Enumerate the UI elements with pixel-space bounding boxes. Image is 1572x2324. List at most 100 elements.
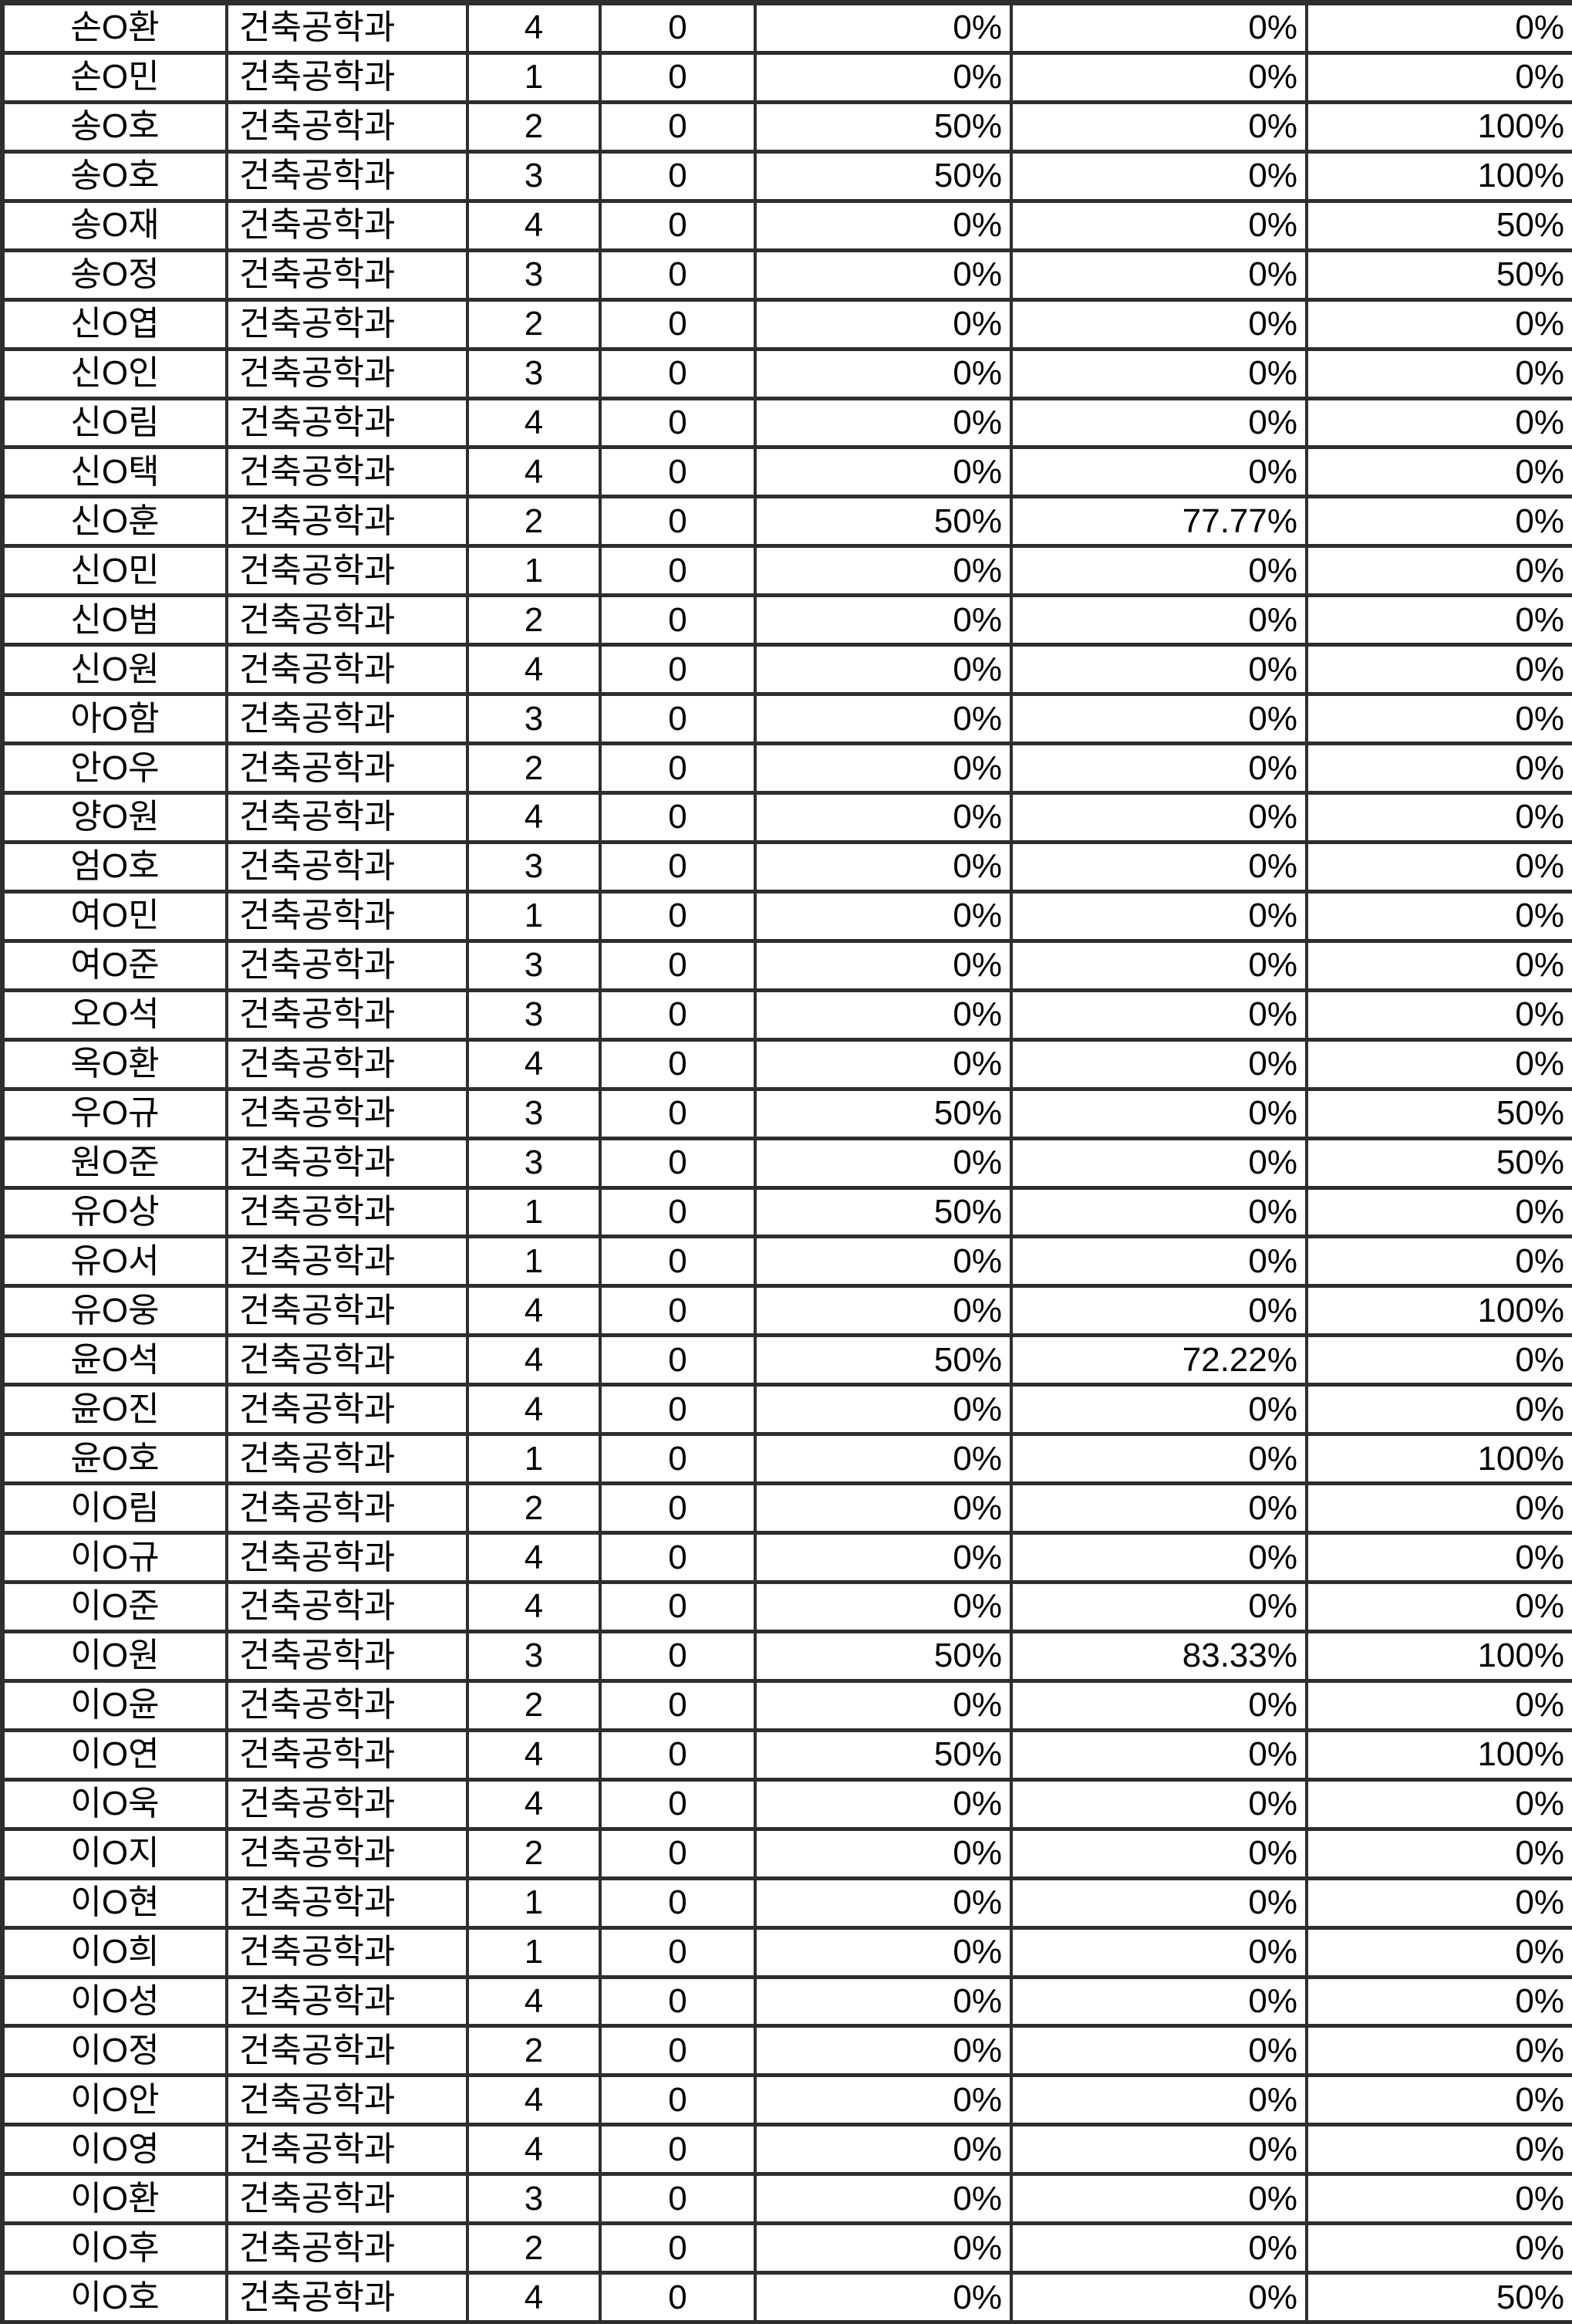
student-name-cell: 이O원 bbox=[5, 1633, 228, 1679]
count-cell: 0 bbox=[602, 1337, 757, 1383]
rate-2-cell: 0% bbox=[1013, 1731, 1308, 1778]
count-cell: 0 bbox=[602, 103, 757, 150]
rate-3-cell: 100% bbox=[1308, 1633, 1572, 1679]
count-cell: 0 bbox=[602, 1633, 757, 1679]
department-cell: 건축공학과 bbox=[228, 1436, 469, 1482]
count-cell: 0 bbox=[602, 2126, 757, 2173]
department-cell: 건축공학과 bbox=[228, 1238, 469, 1285]
rate-1-cell: 50% bbox=[757, 1189, 1013, 1235]
count-cell: 0 bbox=[602, 2275, 757, 2321]
student-name-cell: 이O영 bbox=[5, 2126, 228, 2173]
department-cell: 건축공학과 bbox=[228, 2275, 469, 2321]
department-cell: 건축공학과 bbox=[228, 1633, 469, 1679]
grade-year-cell: 4 bbox=[469, 2077, 602, 2123]
grade-year-cell: 3 bbox=[469, 942, 602, 988]
rate-2-cell: 0% bbox=[1013, 1781, 1308, 1827]
student-name-cell: 이O현 bbox=[5, 1880, 228, 1926]
rate-3-cell: 0% bbox=[1308, 1337, 1572, 1383]
grade-year-cell: 2 bbox=[469, 1485, 602, 1532]
table-row: 양O원 건축공학과 4 0 0% 0% 0% bbox=[5, 795, 1572, 844]
grade-year-cell: 4 bbox=[469, 1978, 602, 2025]
student-name-cell: 유O상 bbox=[5, 1189, 228, 1235]
department-cell: 건축공학과 bbox=[228, 5, 469, 51]
department-cell: 건축공학과 bbox=[228, 1387, 469, 1433]
table-row: 여O준 건축공학과 3 0 0% 0% 0% bbox=[5, 942, 1572, 992]
rate-2-cell: 0% bbox=[1013, 1584, 1308, 1630]
count-cell: 0 bbox=[602, 696, 757, 742]
department-cell: 건축공학과 bbox=[228, 1929, 469, 1975]
rate-2-cell: 0% bbox=[1013, 449, 1308, 495]
grade-year-cell: 2 bbox=[469, 103, 602, 150]
department-cell: 건축공학과 bbox=[228, 795, 469, 840]
rate-2-cell: 0% bbox=[1013, 54, 1308, 100]
rate-1-cell: 0% bbox=[757, 745, 1013, 791]
rate-3-cell: 0% bbox=[1308, 893, 1572, 939]
department-cell: 건축공학과 bbox=[228, 1090, 469, 1137]
rate-3-cell: 0% bbox=[1308, 2126, 1572, 2173]
count-cell: 0 bbox=[602, 2225, 757, 2272]
grade-year-cell: 3 bbox=[469, 843, 602, 890]
rate-2-cell: 0% bbox=[1013, 597, 1308, 643]
student-name-cell: 손O민 bbox=[5, 54, 228, 100]
student-name-cell: 신O민 bbox=[5, 548, 228, 594]
rate-3-cell: 0% bbox=[1308, 942, 1572, 988]
grade-year-cell: 4 bbox=[469, 1387, 602, 1433]
rate-1-cell: 50% bbox=[757, 498, 1013, 545]
rate-3-cell: 0% bbox=[1308, 2077, 1572, 2123]
table-row: 오O석 건축공학과 3 0 0% 0% 0% bbox=[5, 991, 1572, 1042]
rate-2-cell: 0% bbox=[1013, 1387, 1308, 1433]
rate-1-cell: 0% bbox=[757, 54, 1013, 100]
rate-2-cell: 0% bbox=[1013, 745, 1308, 791]
count-cell: 0 bbox=[602, 5, 757, 51]
rate-2-cell: 0% bbox=[1013, 795, 1308, 840]
rate-3-cell: 0% bbox=[1308, 2028, 1572, 2074]
student-name-cell: 송O호 bbox=[5, 103, 228, 150]
rate-3-cell: 0% bbox=[1308, 843, 1572, 890]
grade-year-cell: 3 bbox=[469, 153, 602, 199]
grade-year-cell: 1 bbox=[469, 1436, 602, 1482]
rate-1-cell: 0% bbox=[757, 1535, 1013, 1580]
table-row: 엄O호 건축공학과 3 0 0% 0% 0% bbox=[5, 843, 1572, 893]
table-row: 옥O환 건축공학과 4 0 0% 0% 0% bbox=[5, 1041, 1572, 1091]
department-cell: 건축공학과 bbox=[228, 153, 469, 199]
student-name-cell: 여O준 bbox=[5, 942, 228, 988]
grade-year-cell: 1 bbox=[469, 548, 602, 594]
table-row: 이O환 건축공학과 3 0 0% 0% 0% bbox=[5, 2176, 1572, 2226]
rate-3-cell: 100% bbox=[1308, 1436, 1572, 1482]
department-cell: 건축공학과 bbox=[228, 696, 469, 742]
rate-3-cell: 0% bbox=[1308, 1041, 1572, 1087]
table-row: 유O웅 건축공학과 4 0 0% 0% 100% bbox=[5, 1288, 1572, 1338]
grade-year-cell: 4 bbox=[469, 1288, 602, 1334]
count-cell: 0 bbox=[602, 1090, 757, 1137]
rate-2-cell: 0% bbox=[1013, 2275, 1308, 2321]
student-name-cell: 이O성 bbox=[5, 1978, 228, 2025]
count-cell: 0 bbox=[602, 1387, 757, 1433]
grade-year-cell: 4 bbox=[469, 400, 602, 446]
student-name-cell: 양O원 bbox=[5, 795, 228, 840]
table-row: 이O호 건축공학과 4 0 0% 0% 50% bbox=[5, 2275, 1572, 2324]
rate-1-cell: 0% bbox=[757, 2176, 1013, 2222]
rate-3-cell: 0% bbox=[1308, 54, 1572, 100]
student-name-cell: 이O규 bbox=[5, 1535, 228, 1580]
count-cell: 0 bbox=[602, 548, 757, 594]
rate-3-cell: 50% bbox=[1308, 202, 1572, 248]
rate-2-cell: 0% bbox=[1013, 1041, 1308, 1087]
rate-3-cell: 0% bbox=[1308, 745, 1572, 791]
rate-2-cell: 0% bbox=[1013, 1535, 1308, 1580]
table-row: 유O서 건축공학과 1 0 0% 0% 0% bbox=[5, 1238, 1572, 1289]
table-row: 유O상 건축공학과 1 0 50% 0% 0% bbox=[5, 1189, 1572, 1239]
rate-3-cell: 100% bbox=[1308, 153, 1572, 199]
rate-3-cell: 100% bbox=[1308, 103, 1572, 150]
rate-3-cell: 0% bbox=[1308, 350, 1572, 397]
grade-year-cell: 2 bbox=[469, 2225, 602, 2272]
rate-1-cell: 0% bbox=[757, 252, 1013, 298]
count-cell: 0 bbox=[602, 1880, 757, 1926]
department-cell: 건축공학과 bbox=[228, 350, 469, 397]
grade-year-cell: 3 bbox=[469, 1090, 602, 1137]
grade-year-cell: 1 bbox=[469, 1880, 602, 1926]
grade-year-cell: 4 bbox=[469, 1535, 602, 1580]
rate-1-cell: 0% bbox=[757, 942, 1013, 988]
rate-2-cell: 72.22% bbox=[1013, 1337, 1308, 1383]
rate-3-cell: 0% bbox=[1308, 449, 1572, 495]
